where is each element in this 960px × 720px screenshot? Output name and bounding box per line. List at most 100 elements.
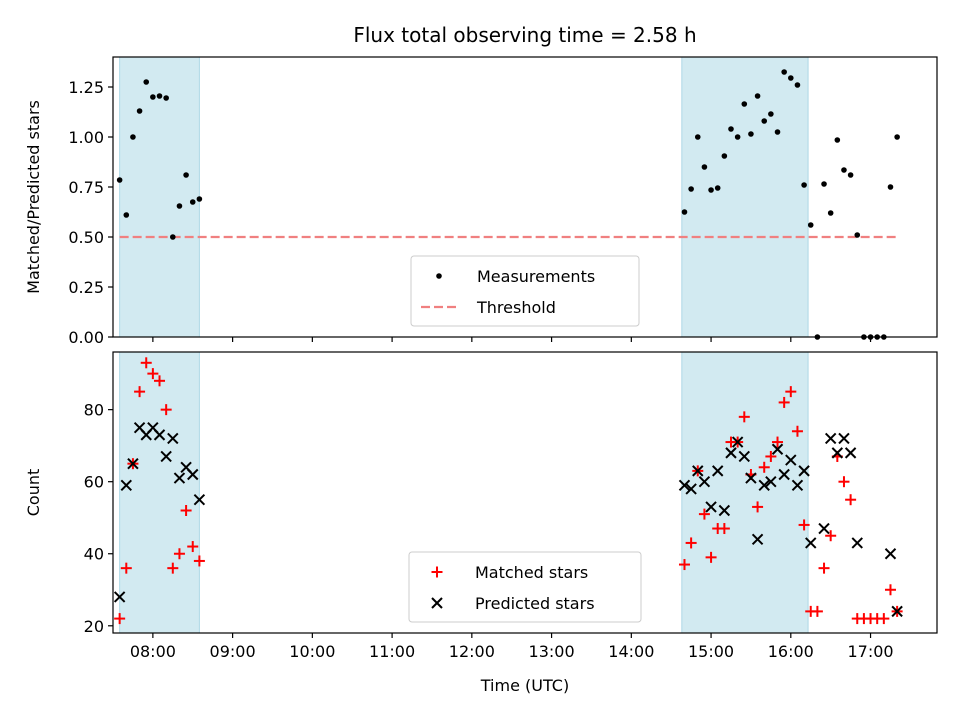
plot-frame-top [112,56,938,338]
bottom-panel: 20 40 60 80 08:00 09:00 10:00 11:00 12:00 13:00 14… [24,351,938,695]
point-measurements-9 [170,234,176,240]
point-matched-stars-4 [134,386,146,398]
point-measurements-19 [714,185,721,191]
point-measurements-38 [841,167,847,173]
x-tick-label-10: 17:00 [847,642,893,661]
point-matched-stars-25 [752,501,764,513]
point-matched-stars-29 [778,396,790,408]
y-tick-label-top-6: 1.25 [68,78,104,97]
point-measurements-33 [807,222,814,228]
legend-box-bottom [408,551,642,623]
series-predicted-stars [113,421,903,618]
point-predicted-stars-26 [758,479,770,492]
point-measurements-46 [894,134,900,140]
point-predicted-stars-29 [778,468,790,481]
point-measurements-17 [701,164,708,170]
legend-matched-stars-label: Matched stars [475,563,588,582]
y-tick-label-bottom-3: 60 [84,473,104,492]
point-predicted-stars-13 [193,493,206,506]
shaded-interval-2 [681,351,809,634]
point-predicted-stars-24 [745,472,757,484]
legend-threshold-label: Threshold [476,298,556,317]
point-matched-stars-5 [140,357,152,369]
point-measurements-27 [768,111,774,117]
point-measurements-28 [774,129,781,135]
point-matched-stars-13 [193,555,205,567]
point-predicted-stars-12 [187,468,199,481]
point-predicted-stars-17 [698,475,711,488]
point-matched-stars-28 [772,436,784,448]
point-measurements-8 [163,95,169,101]
point-measurements-10 [176,203,183,209]
point-measurements-36 [827,210,834,216]
x-tick-label-9: 16:00 [768,642,814,661]
y-tick-label-bottom-2: 40 [84,545,104,564]
point-predicted-stars-10 [173,472,186,484]
point-measurements-23 [741,101,748,107]
series-matched-stars [114,357,903,625]
point-matched-stars-30 [785,386,797,398]
point-predicted-stars-41 [891,605,903,618]
point-predicted-stars-33 [805,537,817,549]
point-matched-stars-38 [838,476,850,488]
y-tick-label-top-2: 0.25 [68,278,104,297]
point-predicted-stars-14 [678,479,691,492]
x-tick-label-8: 15:00 [688,642,734,661]
x-tick-label-3: 10:00 [289,642,335,661]
point-measurements-21 [728,126,734,132]
legend-top: Measurements Threshold [410,255,640,327]
point-predicted-stars-19 [712,465,724,477]
y-tick-label-top-4: 0.75 [68,178,104,197]
point-matched-stars-9 [167,562,179,574]
y-tick-label-bottom-4: 80 [84,401,104,420]
point-predicted-stars-23 [738,450,750,463]
point-matched-stars-11 [180,505,192,517]
point-matched-stars-14 [678,559,690,571]
point-measurements-31 [794,82,801,88]
point-measurements-2 [123,212,130,218]
point-predicted-stars-27 [765,475,777,488]
point-predicted-stars-31 [791,479,804,492]
legend-box-top [410,255,640,327]
point-predicted-stars-1 [113,591,126,603]
x-tick-label-5: 12:00 [449,642,495,661]
x-axis-label: Time (UTC) [480,676,569,695]
point-predicted-stars-36 [831,447,844,459]
point-predicted-stars-25 [751,533,764,546]
point-measurements-12 [189,199,196,205]
x-tick-label-4: 11:00 [369,642,415,661]
point-matched-stars-10 [173,548,185,560]
point-measurements-40 [854,232,861,238]
point-matched-stars-8 [160,404,172,416]
point-predicted-stars-8 [160,450,172,463]
point-predicted-stars-21 [725,447,737,459]
point-matched-stars-20 [718,523,730,535]
point-predicted-stars-39 [851,537,863,549]
point-matched-stars-27 [765,450,777,462]
series-measurements [116,69,900,340]
point-predicted-stars-16 [692,465,704,477]
point-matched-stars-7 [154,375,166,387]
point-matched-stars-44 [878,613,890,625]
point-matched-stars-12 [187,541,199,553]
point-matched-stars-23 [738,411,750,423]
point-matched-stars-26 [758,461,770,473]
x-tick-label-1: 08:00 [130,642,176,661]
point-measurements-6 [150,94,156,100]
point-predicted-stars-28 [771,443,784,455]
y-tick-label-top-1: 0.00 [68,328,104,347]
top-panel: 0.00 0.25 0.50 0.75 1.00 1.25 Matched/Predicte… [24,23,938,347]
point-predicted-stars-3 [127,457,139,470]
point-matched-stars-6 [147,368,159,380]
point-measurements-37 [834,137,841,143]
point-measurements-24 [748,131,754,137]
legend-measurements-marker [436,273,442,279]
point-measurements-25 [754,93,761,99]
point-measurements-45 [887,184,894,190]
y-tick-label-top-3: 0.50 [68,228,104,247]
point-matched-stars-45 [884,584,896,596]
x-tick-label-2: 09:00 [210,642,256,661]
y-axis-label-top: Matched/Predicted stars [24,100,43,294]
point-predicted-stars-22 [731,436,744,448]
